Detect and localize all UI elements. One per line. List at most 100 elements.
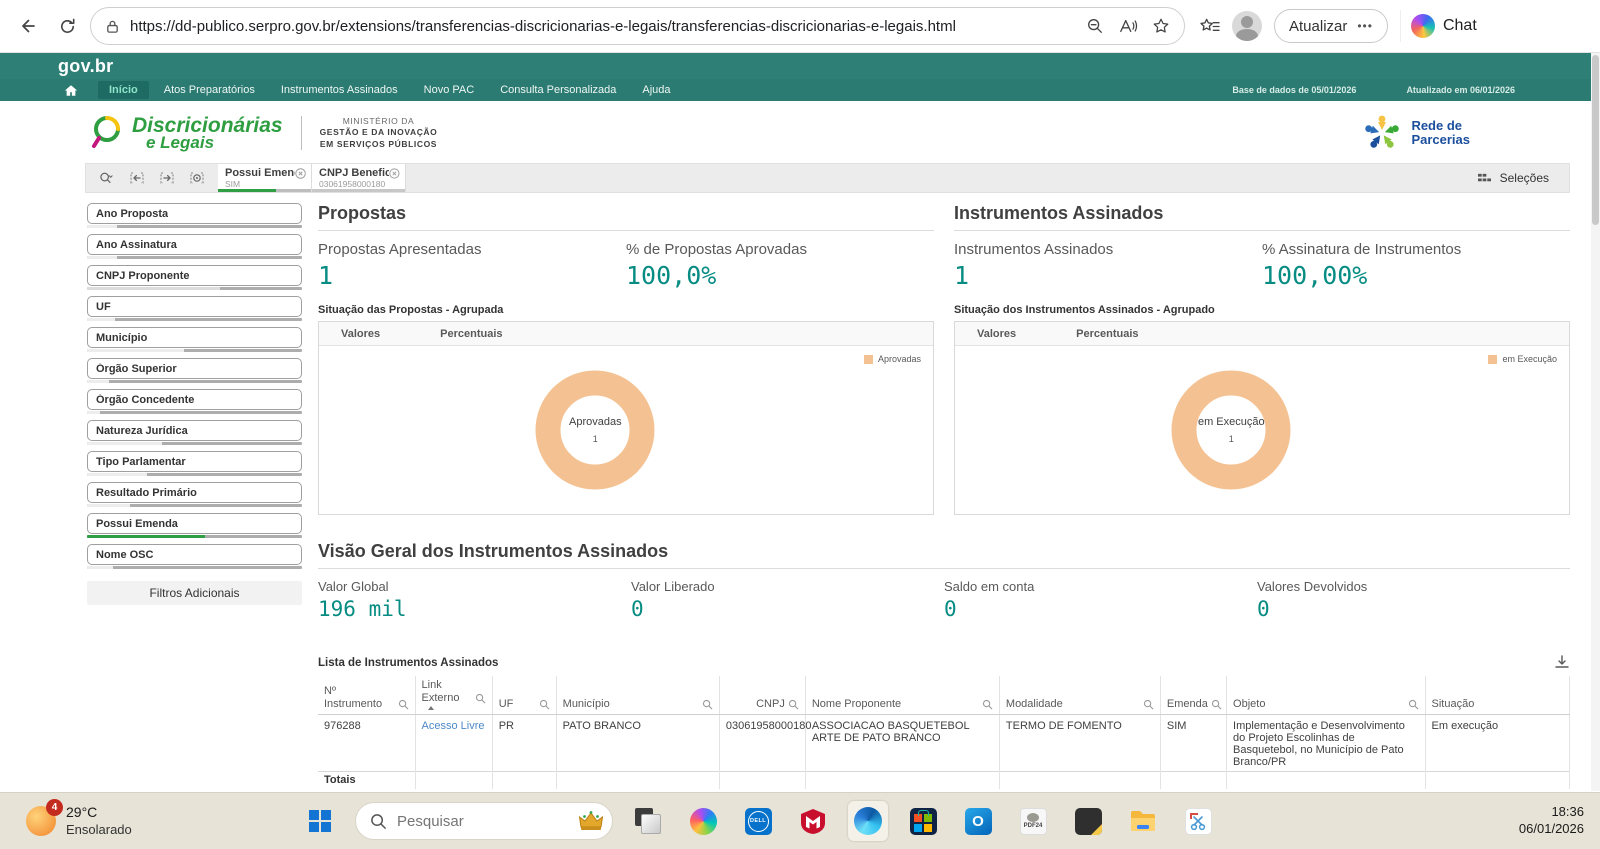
nav-item-atos-preparatorios[interactable]: Atos Preparatórios (153, 81, 266, 99)
col-emenda[interactable]: Emenda (1160, 676, 1226, 715)
page-scrollbar[interactable] (1591, 53, 1600, 791)
filter-orgao-superior[interactable]: Órgão Superior (87, 358, 302, 383)
filter-ano-proposta[interactable]: Ano Proposta (87, 203, 302, 228)
col-situacao[interactable]: Situação (1425, 676, 1569, 715)
filter-resultado-primario[interactable]: Resultado Primário (87, 482, 302, 507)
outlook-app-button[interactable]: O (958, 801, 998, 841)
filter-natureza-juridica[interactable]: Natureza Jurídica (87, 420, 302, 445)
favorites-bar-icon[interactable] (1199, 17, 1220, 36)
step-back-button[interactable] (124, 167, 150, 189)
filter-ano-assinatura[interactable]: Ano Assinatura (87, 234, 302, 259)
copilot-app-button[interactable] (683, 801, 723, 841)
notepad-app-button[interactable] (1068, 801, 1108, 841)
favorite-star-icon[interactable] (1152, 17, 1170, 35)
back-button[interactable] (10, 9, 44, 43)
filter-municipio[interactable]: Município (87, 327, 302, 352)
taskbar-search[interactable] (355, 802, 613, 840)
column-search-icon[interactable] (1211, 699, 1222, 710)
dell-app-button[interactable]: DELL (738, 801, 778, 841)
column-search-icon[interactable] (398, 699, 409, 710)
pdf24-app-button[interactable]: PDF24 (1013, 801, 1053, 841)
url-input[interactable] (130, 18, 1076, 35)
govbr-top-strip: gov.br (0, 53, 1600, 79)
weather-widget[interactable]: 4 29°C Ensolarado (0, 804, 300, 838)
chart-tabs: Valores Percentuais (319, 322, 933, 346)
ministry-line2: GESTÃO E DA INOVAÇÃO (320, 127, 438, 138)
rede-parcerias-text: Rede de Parcerias (1411, 119, 1470, 146)
filter-cnpj-proponente[interactable]: CNPJ Proponente (87, 265, 302, 290)
filters-sidebar: Ano Proposta Ano Assinatura CNPJ Propone… (87, 203, 302, 789)
column-search-icon[interactable] (982, 699, 993, 710)
tab-percentuais[interactable]: Percentuais (440, 328, 502, 340)
download-button[interactable] (1554, 655, 1570, 670)
filter-uf[interactable]: UF (87, 296, 302, 321)
filter-tipo-parlamentar[interactable]: Tipo Parlamentar (87, 451, 302, 476)
table-row[interactable]: 976288 Acesso Livre PR PATO BRANCO 03061… (318, 715, 1570, 772)
govbr-logo[interactable]: gov.br (58, 56, 113, 77)
zoom-out-icon[interactable] (1086, 17, 1104, 35)
refresh-button[interactable] (50, 9, 84, 43)
search-input[interactable] (397, 813, 568, 830)
selection-chip-cnpj[interactable]: CNPJ Benefici... 03061958000180 (312, 164, 406, 192)
taskbar-clock[interactable]: 18:36 06/01/2026 (1519, 804, 1600, 838)
column-search-icon[interactable] (475, 693, 486, 704)
tab-valores[interactable]: Valores (977, 328, 1016, 340)
col-objeto[interactable]: Objeto (1227, 676, 1425, 715)
weather-temp: 29°C (66, 804, 132, 822)
mcafee-app-button[interactable] (793, 801, 833, 841)
crown-icon[interactable] (578, 810, 604, 832)
address-bar[interactable] (90, 7, 1185, 45)
additional-filters-button[interactable]: Filtros Adicionais (87, 581, 302, 605)
column-search-icon[interactable] (539, 699, 550, 710)
filter-orgao-concedente[interactable]: Órgão Concedente (87, 389, 302, 414)
main-panels: Propostas Propostas Apresentadas 1 % de … (318, 203, 1570, 789)
col-uf[interactable]: UF (492, 676, 556, 715)
scrollbar-thumb[interactable] (1592, 55, 1599, 225)
more-options-icon[interactable]: ••• (1357, 19, 1373, 33)
column-search-icon[interactable] (788, 699, 799, 710)
nav-item-instrumentos-assinados[interactable]: Instrumentos Assinados (270, 81, 409, 99)
selections-button[interactable]: Seleções (1457, 164, 1569, 192)
instrumentos-title: Instrumentos Assinados (954, 203, 1570, 231)
nav-item-ajuda[interactable]: Ajuda (631, 81, 681, 99)
column-search-icon[interactable] (1143, 699, 1154, 710)
col-nome-proponente[interactable]: Nome Proponente (805, 676, 999, 715)
file-explorer-button[interactable] (1123, 801, 1163, 841)
copilot-chat-button[interactable]: Chat (1400, 10, 1479, 42)
col-link-externo[interactable]: Link Externo (415, 676, 492, 715)
tab-valores[interactable]: Valores (341, 328, 380, 340)
col-municipio[interactable]: Município (556, 676, 719, 715)
clear-selections-button[interactable] (184, 167, 210, 189)
column-search-icon[interactable] (702, 699, 713, 710)
chip-close-icon[interactable] (295, 167, 306, 180)
col-num-instrumento[interactable]: Nº Instrumento (318, 676, 415, 715)
selection-chip-possui-emenda[interactable]: Possui Emenda SIM (218, 164, 312, 192)
column-search-icon[interactable] (1408, 699, 1419, 710)
nav-item-novo-pac[interactable]: Novo PAC (413, 81, 486, 99)
col-cnpj[interactable]: CNPJ (719, 676, 805, 715)
filter-nome-osc[interactable]: Nome OSC (87, 544, 302, 569)
snipping-tool-button[interactable] (1178, 801, 1218, 841)
instrumentos-donut-chart[interactable]: em Execução 1 (1165, 364, 1297, 496)
tab-percentuais[interactable]: Percentuais (1076, 328, 1138, 340)
ministry-line1: MINISTÉRIO DA (320, 116, 438, 127)
search-selections-button[interactable] (94, 167, 120, 189)
edge-app-button[interactable] (848, 801, 888, 841)
propostas-donut-chart[interactable]: Aprovadas 1 (529, 364, 661, 496)
step-forward-button[interactable] (154, 167, 180, 189)
selections-toolbar: Possui Emenda SIM CNPJ Benefici... 03061… (85, 163, 1570, 193)
nav-item-inicio[interactable]: Início (98, 81, 149, 99)
home-button[interactable] (58, 84, 84, 97)
chip-close-icon[interactable] (389, 167, 400, 180)
profile-avatar[interactable] (1232, 11, 1262, 41)
filter-possui-emenda[interactable]: Possui Emenda (87, 513, 302, 538)
read-aloud-icon[interactable] (1118, 17, 1138, 35)
windows-taskbar: 4 29°C Ensolarado DELL O PDF24 (0, 792, 1600, 849)
acesso-livre-link[interactable]: Acesso Livre (422, 720, 485, 732)
nav-item-consulta-personalizada[interactable]: Consulta Personalizada (489, 81, 627, 99)
store-app-button[interactable] (903, 801, 943, 841)
col-modalidade[interactable]: Modalidade (999, 676, 1160, 715)
start-button[interactable] (300, 801, 340, 841)
update-button[interactable]: Atualizar ••• (1274, 9, 1388, 43)
task-view-button[interactable] (628, 801, 668, 841)
